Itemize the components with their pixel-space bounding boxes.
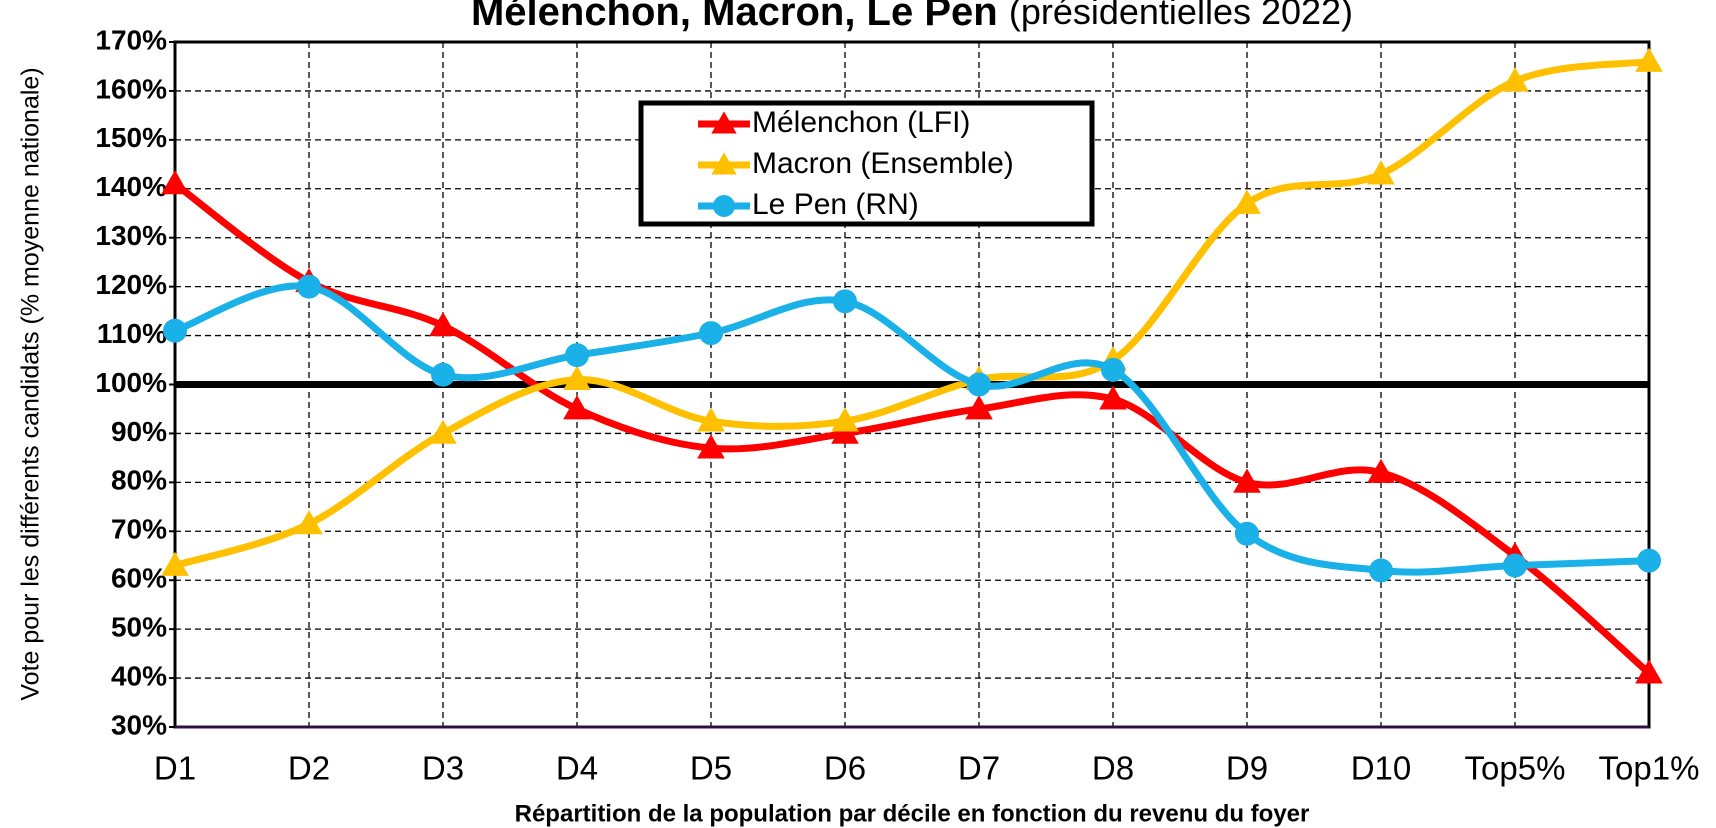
marker xyxy=(563,365,591,390)
x-tick-label: D4 xyxy=(556,750,598,787)
marker xyxy=(699,321,723,346)
marker xyxy=(1635,659,1663,684)
y-tick-label: 110% xyxy=(97,318,167,349)
y-tick-label: 40% xyxy=(111,660,167,691)
x-tick-label: D7 xyxy=(958,750,1000,787)
marker xyxy=(965,395,993,420)
marker xyxy=(713,195,735,217)
x-tick-label: D10 xyxy=(1351,750,1412,787)
series-line xyxy=(172,181,1652,676)
legend: Mélenchon (LFI) Macron (Ensemble) Le Pen (… xyxy=(638,100,1095,227)
marker xyxy=(831,407,859,432)
title-main: Mélenchon, Macron, Le Pen xyxy=(471,0,998,34)
y-tick-label: 150% xyxy=(95,122,167,153)
x-tick-label: D2 xyxy=(288,750,330,787)
marker xyxy=(967,372,991,397)
legend-label: Le Pen (RN) xyxy=(752,188,919,221)
x-tick-label: D8 xyxy=(1092,750,1134,787)
x-tick-label: Top5% xyxy=(1465,750,1566,787)
marker xyxy=(1637,548,1661,573)
marker xyxy=(161,170,189,195)
marker xyxy=(831,419,859,444)
marker xyxy=(161,551,189,576)
y-tick-label: 30% xyxy=(111,709,167,740)
y-tick-label: 90% xyxy=(111,416,167,447)
x-axis-title: Répartition de la population par décile … xyxy=(515,800,1310,827)
marker xyxy=(1235,521,1259,546)
y-tick-label: 50% xyxy=(111,612,167,643)
y-tick-label: 140% xyxy=(95,171,167,202)
marker xyxy=(1367,160,1395,185)
marker xyxy=(429,419,457,444)
y-tick-label: 170% xyxy=(95,24,167,55)
marker xyxy=(1503,553,1527,578)
marker xyxy=(1369,558,1393,583)
marker xyxy=(697,407,725,432)
marker xyxy=(429,311,457,337)
marker xyxy=(295,510,323,535)
series-line xyxy=(173,282,1650,576)
legend-label: Mélenchon (LFI) xyxy=(752,106,970,139)
marker xyxy=(563,395,591,420)
y-tick-label: 100% xyxy=(95,367,167,398)
title-sub: (présidentielles 2022) xyxy=(1009,0,1353,32)
x-tick-label: D1 xyxy=(154,750,196,787)
y-tick-label: 60% xyxy=(111,563,167,594)
legend-label: Macron (Ensemble) xyxy=(752,147,1014,180)
marker xyxy=(1101,357,1125,382)
marker xyxy=(697,434,725,459)
marker xyxy=(833,289,857,314)
marker xyxy=(431,362,455,387)
marker xyxy=(711,111,737,134)
marker xyxy=(1367,458,1395,483)
x-tick-label: Top1% xyxy=(1599,750,1700,787)
marker xyxy=(1099,385,1127,410)
x-tick-label: D9 xyxy=(1226,750,1268,787)
x-tick-label: D6 xyxy=(824,750,866,787)
marker xyxy=(565,343,589,368)
marker xyxy=(711,152,737,175)
y-tick-label: 80% xyxy=(111,465,167,496)
y-axis-title: Vote pour les différents candidats (% mo… xyxy=(17,67,45,700)
y-tick-label: 160% xyxy=(95,73,167,104)
marker xyxy=(163,318,187,343)
marker xyxy=(1233,189,1261,214)
marker xyxy=(1635,47,1663,72)
marker xyxy=(297,274,321,299)
marker xyxy=(1233,468,1261,493)
y-tick-label: 70% xyxy=(111,514,167,545)
chart-title: Mélenchon, Macron, Le Pen (présidentiell… xyxy=(471,0,1353,34)
x-tick-label: D3 xyxy=(422,750,464,787)
marker xyxy=(1501,67,1529,92)
y-tick-label: 130% xyxy=(95,220,167,251)
y-tick-label: 120% xyxy=(95,269,167,300)
x-tick-label: D5 xyxy=(690,750,732,787)
